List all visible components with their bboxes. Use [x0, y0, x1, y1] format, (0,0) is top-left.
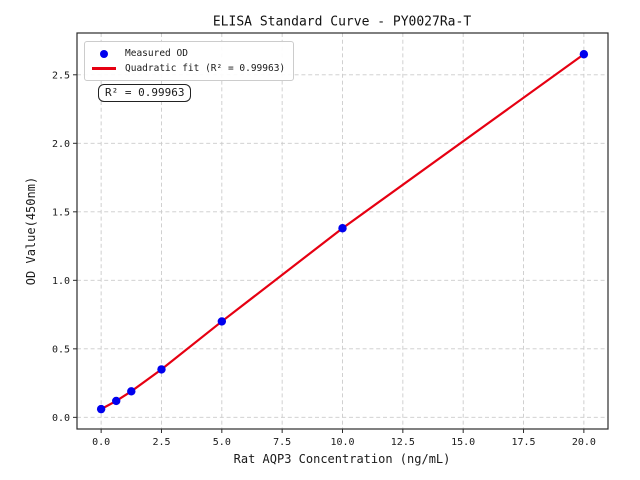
data-point [157, 365, 166, 374]
legend-marker-dot-icon [91, 49, 117, 58]
x-tick-label: 2.5 [152, 437, 170, 448]
x-tick-label: 12.5 [391, 437, 415, 448]
x-axis-title: Rat AQP3 Concentration (ng/mL) [233, 452, 451, 466]
x-tick-label: 17.5 [511, 437, 535, 448]
y-tick-label: 2.5 [52, 70, 70, 81]
y-tick-label: 1.5 [52, 207, 70, 218]
legend-label-quadratic-fit: Quadratic fit (R² = 0.99963) [125, 63, 286, 74]
legend-marker-line-icon [91, 67, 117, 70]
legend-item-quadratic-fit: Quadratic fit (R² = 0.99963) [91, 61, 285, 76]
x-tick-label: 0.0 [92, 437, 110, 448]
r-squared-annotation: R² = 0.99963 [98, 84, 192, 102]
y-tick-label: 0.0 [52, 413, 70, 424]
x-tick-label: 10.0 [330, 437, 354, 448]
data-point [579, 50, 589, 59]
legend-label-measured-od: Measured OD [125, 48, 188, 59]
x-tick-label: 15.0 [451, 437, 475, 448]
data-point [338, 224, 347, 233]
y-tick-label: 1.0 [52, 276, 70, 287]
x-tick-label: 20.0 [572, 437, 596, 448]
data-point [96, 404, 106, 414]
data-point [217, 317, 227, 326]
x-tick-label: 7.5 [273, 437, 291, 448]
data-point [127, 387, 136, 396]
chart-title: ELISA Standard Curve - PY0027Ra-T [212, 14, 472, 30]
y-tick-label: 2.0 [52, 139, 70, 150]
legend: Measured OD Quadratic fit (R² = 0.99963) [84, 41, 295, 81]
y-axis-title: OD Value(450nm) [24, 176, 38, 286]
x-tick-label: 5.0 [213, 437, 231, 448]
legend-item-measured-od: Measured OD [91, 46, 285, 61]
data-point [112, 396, 121, 406]
y-tick-label: 0.5 [52, 344, 70, 355]
